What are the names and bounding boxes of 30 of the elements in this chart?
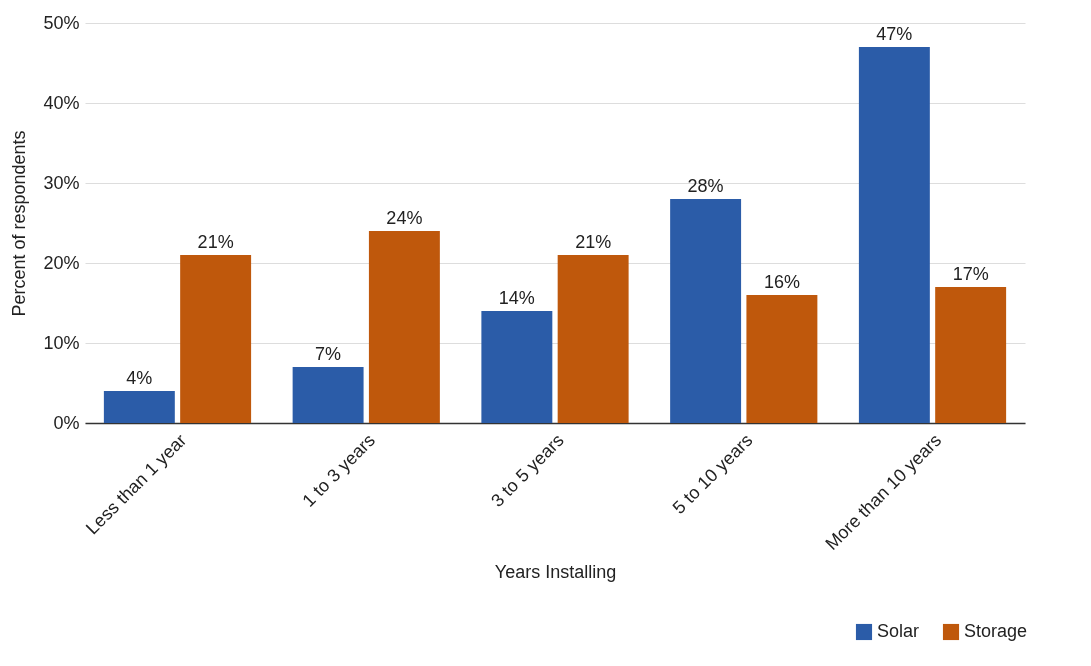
bar	[292, 367, 364, 423]
bar	[180, 255, 252, 423]
bar	[746, 295, 818, 423]
bar	[858, 47, 930, 423]
data-label: 16%	[763, 272, 800, 292]
legend-label: Solar	[877, 621, 920, 641]
y-tick-label: 20%	[43, 252, 80, 273]
data-label: 24%	[386, 208, 423, 228]
bar	[935, 287, 1007, 423]
y-axis-title: Percent of respondents	[9, 130, 30, 317]
data-label: 21%	[197, 232, 234, 252]
bar	[557, 255, 629, 423]
data-label: 14%	[498, 288, 535, 308]
bar	[670, 199, 742, 423]
y-tick-label: 0%	[53, 412, 80, 433]
data-label: 17%	[952, 264, 989, 284]
bar	[103, 391, 175, 423]
legend-label: Storage	[964, 621, 1028, 641]
data-label: 7%	[315, 344, 342, 364]
y-tick-label: 50%	[43, 12, 80, 33]
x-axis-title: Years Installing	[494, 561, 617, 582]
bar	[368, 231, 440, 423]
y-tick-label: 10%	[43, 332, 80, 353]
data-label: 47%	[876, 24, 913, 44]
data-label: 28%	[687, 176, 724, 196]
data-label: 21%	[575, 232, 612, 252]
data-label: 4%	[126, 368, 153, 388]
y-tick-label: 40%	[43, 92, 80, 113]
bar	[481, 311, 553, 423]
y-tick-label: 30%	[43, 172, 80, 193]
